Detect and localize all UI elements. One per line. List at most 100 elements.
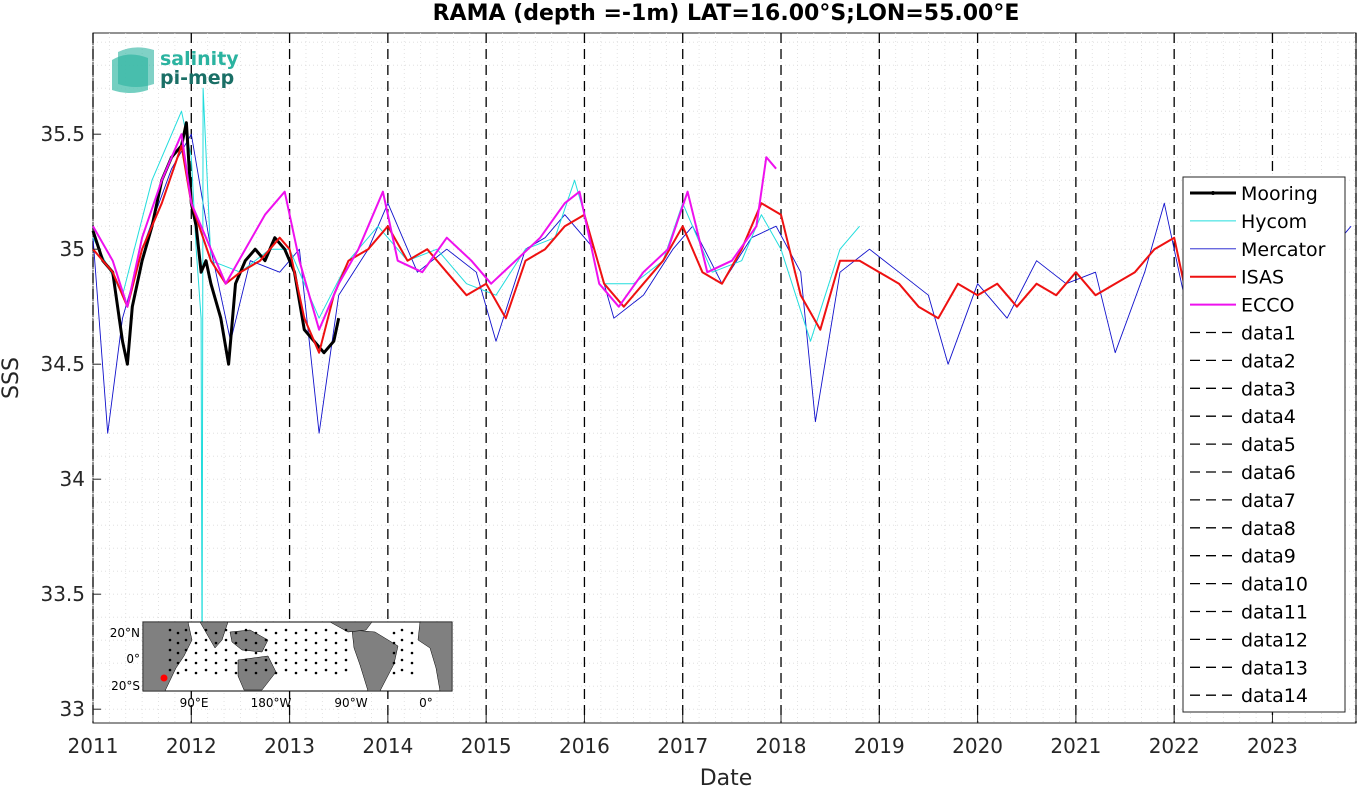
legend-label-data11: data11 bbox=[1241, 602, 1308, 624]
series-ecco-line bbox=[92, 133, 777, 331]
mooring-dot bbox=[214, 641, 218, 645]
mooring-dot bbox=[324, 628, 328, 632]
station-marker bbox=[160, 674, 168, 682]
mooring-dot bbox=[314, 651, 318, 655]
legend-label-data6: data6 bbox=[1241, 462, 1296, 484]
mooring-dot bbox=[400, 668, 404, 672]
mooring-dot bbox=[392, 631, 396, 635]
x-tick-label: 2020 bbox=[952, 734, 1003, 758]
mooring-dot bbox=[204, 648, 208, 652]
mooring-dot bbox=[176, 671, 180, 675]
mooring-dot bbox=[254, 651, 258, 655]
mooring-dot bbox=[234, 631, 238, 635]
mooring-dot bbox=[168, 638, 172, 642]
mooring-dot bbox=[314, 631, 318, 635]
mooring-dot bbox=[344, 668, 348, 672]
mooring-dot bbox=[344, 658, 348, 662]
map-lon-label-90e: 90°E bbox=[180, 696, 209, 710]
mooring-dot bbox=[334, 661, 338, 665]
mooring-dot bbox=[224, 648, 228, 652]
mooring-dot bbox=[324, 658, 328, 662]
mooring-dot bbox=[264, 668, 268, 672]
mooring-dot bbox=[264, 638, 268, 642]
mooring-dot bbox=[194, 651, 198, 655]
africa-landmass bbox=[142, 621, 193, 692]
legend-label-data8: data8 bbox=[1241, 518, 1296, 540]
mooring-dot bbox=[184, 638, 188, 642]
mooring-dot bbox=[304, 648, 308, 652]
mooring-dot bbox=[264, 628, 268, 632]
x-tick-label: 2019 bbox=[854, 734, 905, 758]
legend-label-data9: data9 bbox=[1241, 546, 1296, 568]
map-lon-label-90w: 90°W bbox=[334, 696, 367, 710]
legend-label-data14: data14 bbox=[1241, 685, 1308, 707]
mooring-dot bbox=[294, 641, 298, 645]
legend-label-data12: data12 bbox=[1241, 629, 1308, 651]
mooring-dot bbox=[194, 661, 198, 665]
mooring-dot bbox=[400, 638, 404, 642]
inset-map: 20°N 0° 20°S 90°E 180°W 90°W 0° bbox=[110, 621, 453, 710]
mooring-dot bbox=[324, 648, 328, 652]
mooring-dot bbox=[304, 668, 308, 672]
west-africa-landmass bbox=[417, 621, 453, 692]
mooring-dot bbox=[344, 638, 348, 642]
mooring-dot bbox=[334, 641, 338, 645]
mooring-dot bbox=[314, 661, 318, 665]
mooring-dot bbox=[234, 641, 238, 645]
logo-wave-back-icon bbox=[118, 47, 154, 87]
x-axis-label: Date bbox=[700, 766, 753, 790]
mooring-dot bbox=[176, 641, 180, 645]
mooring-dot bbox=[274, 671, 278, 675]
y-tick-label: 35.5 bbox=[40, 122, 85, 146]
mooring-dot bbox=[344, 648, 348, 652]
mooring-dot bbox=[314, 641, 318, 645]
mooring-dot bbox=[254, 661, 258, 665]
mooring-dot bbox=[184, 668, 188, 672]
series-mercator-line bbox=[92, 133, 1352, 434]
mooring-dot bbox=[244, 658, 248, 662]
mooring-dot bbox=[304, 638, 308, 642]
x-tick-label: 2015 bbox=[461, 734, 512, 758]
map-lon-label-180w: 180°W bbox=[251, 696, 292, 710]
salinity-pimep-logo: salinity pi-mep bbox=[112, 47, 239, 93]
mooring-dot bbox=[324, 668, 328, 672]
y-tick-label: 33.5 bbox=[40, 582, 85, 606]
x-tick-label: 2017 bbox=[657, 734, 708, 758]
mooring-dot bbox=[234, 661, 238, 665]
logo-line1: salinity bbox=[160, 48, 239, 70]
x-tick-label: 2012 bbox=[166, 734, 217, 758]
y-tick-label: 34.5 bbox=[40, 352, 85, 376]
chart-title: RAMA (depth =-1m) LAT=16.00°S;LON=55.00°… bbox=[433, 1, 1020, 26]
x-tick-label: 2014 bbox=[362, 734, 413, 758]
mooring-dot bbox=[234, 651, 238, 655]
map-lon-label-0: 0° bbox=[419, 696, 433, 710]
mooring-dot bbox=[264, 658, 268, 662]
mooring-dot bbox=[184, 658, 188, 662]
mooring-dot bbox=[392, 651, 396, 655]
mooring-dot bbox=[224, 658, 228, 662]
mooring-dot bbox=[304, 628, 308, 632]
mooring-dot bbox=[234, 671, 238, 675]
mooring-dot bbox=[392, 661, 396, 665]
plot-area bbox=[92, 32, 1357, 724]
mooring-dot bbox=[284, 638, 288, 642]
mooring-dot bbox=[214, 651, 218, 655]
mooring-dot bbox=[304, 658, 308, 662]
mooring-dot bbox=[344, 628, 348, 632]
mooring-dot bbox=[314, 671, 318, 675]
north-america-landmass bbox=[329, 621, 373, 633]
mooring-dot bbox=[244, 628, 248, 632]
mooring-dot bbox=[168, 658, 172, 662]
x-tick-label: 2018 bbox=[756, 734, 807, 758]
mooring-dot bbox=[184, 648, 188, 652]
south-america-landmass bbox=[351, 629, 399, 692]
mooring-dot bbox=[176, 661, 180, 665]
mooring-dot bbox=[168, 668, 172, 672]
mooring-dot bbox=[410, 661, 414, 665]
x-tick-label: 2013 bbox=[264, 734, 315, 758]
grid bbox=[92, 33, 1356, 723]
mooring-dot bbox=[274, 641, 278, 645]
mooring-dot bbox=[224, 638, 228, 642]
legend-label-data1: data1 bbox=[1241, 323, 1296, 345]
